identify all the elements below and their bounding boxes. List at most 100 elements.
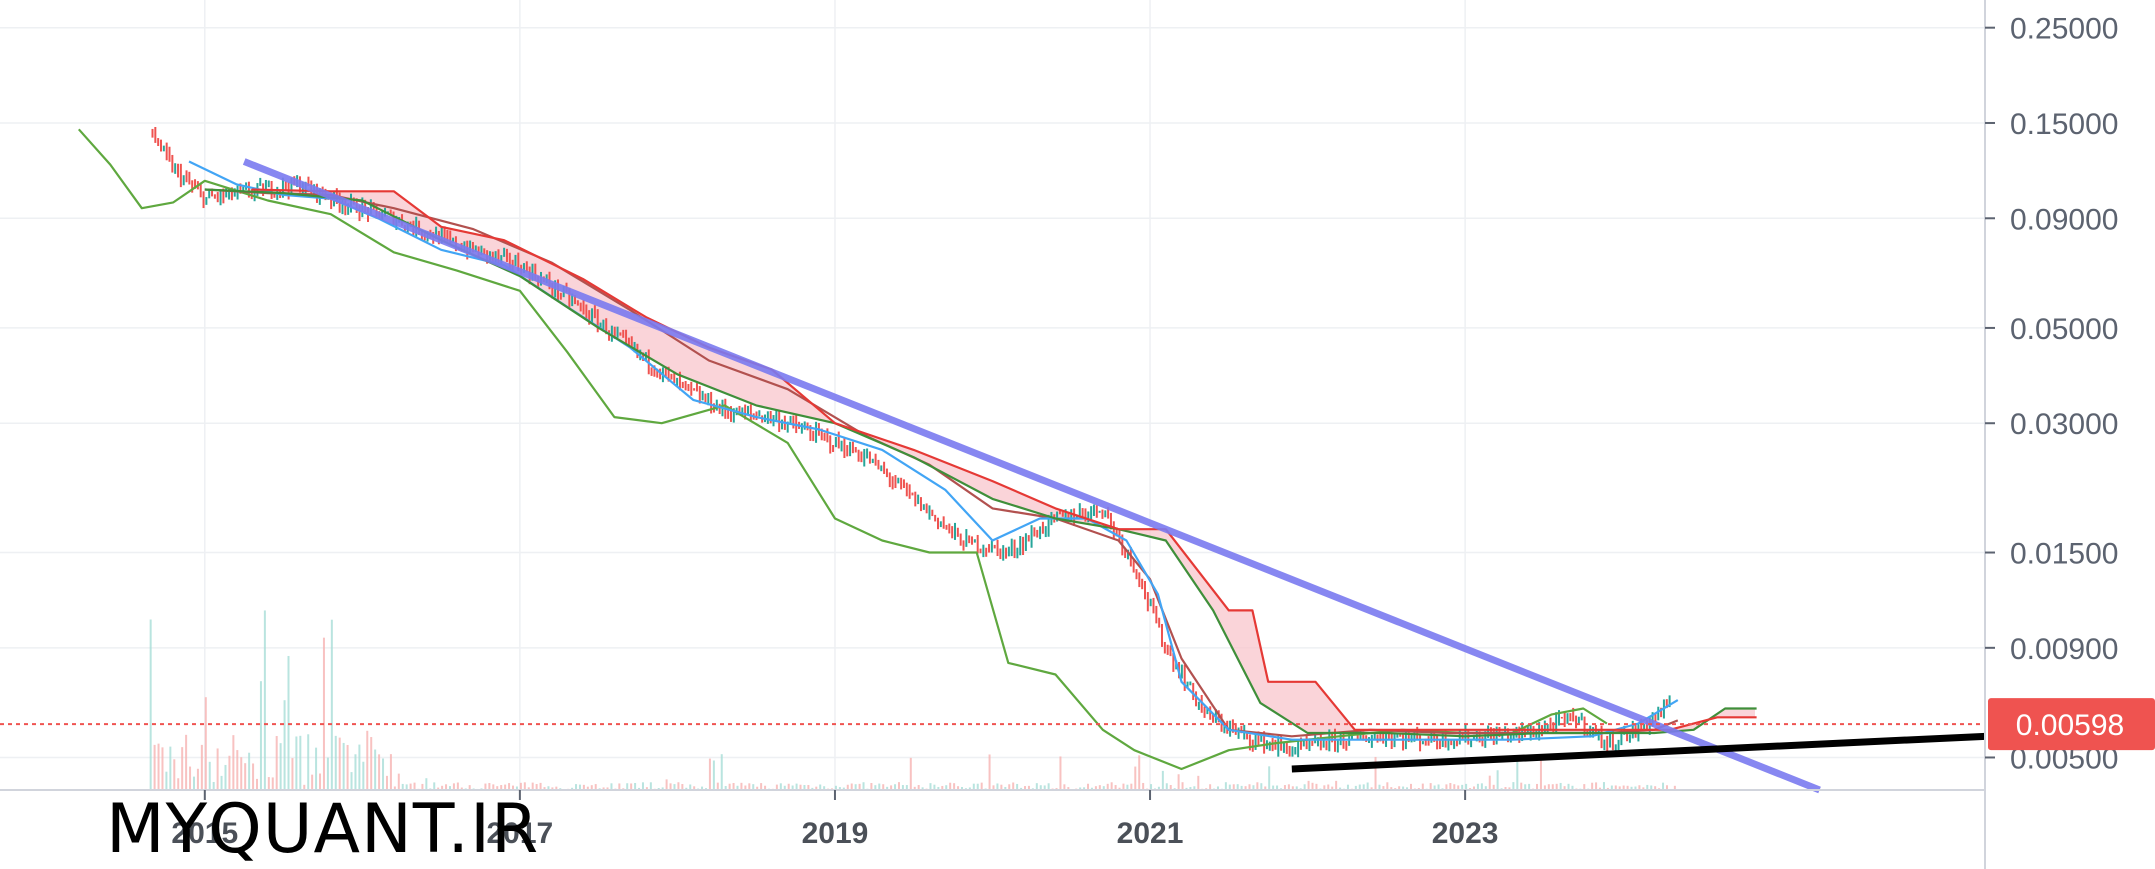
volume-bar <box>1098 785 1101 790</box>
volume-bar <box>681 784 684 790</box>
volume-bar <box>1268 766 1271 790</box>
volume-bar <box>626 783 629 790</box>
volume-bar <box>1370 787 1373 790</box>
volume-bar <box>173 759 176 790</box>
volume-bar <box>515 786 518 790</box>
volume-bar <box>803 785 806 790</box>
volume-bar <box>196 768 199 790</box>
volume-bar <box>1539 755 1542 790</box>
volume-bar <box>1248 784 1251 790</box>
volume-bar <box>1264 786 1267 790</box>
volume-bar <box>362 761 365 790</box>
volume-bar <box>1181 782 1184 790</box>
volume-bar <box>1614 785 1617 790</box>
volume-bar <box>1020 787 1023 790</box>
volume-bar <box>315 747 318 790</box>
volume-bar <box>236 750 239 790</box>
volume-bar <box>393 786 396 790</box>
volume-bar <box>1618 786 1621 790</box>
volume-histogram <box>149 610 1676 790</box>
volume-bar <box>405 784 408 790</box>
tenkan-line <box>188 160 1679 741</box>
y-tick-label: 0.15000 <box>2010 108 2118 141</box>
volume-bar <box>1480 783 1483 790</box>
volume-bar <box>740 782 743 790</box>
volume-bar <box>894 784 897 790</box>
volume-bar <box>244 763 247 790</box>
volume-bar <box>1362 784 1365 790</box>
volume-bar <box>153 744 156 790</box>
volume-bar <box>1335 780 1338 790</box>
volume-bar <box>1157 786 1160 790</box>
volume-bar <box>531 782 534 790</box>
volume-bar <box>846 784 849 790</box>
volume-bar <box>1323 785 1326 790</box>
volume-bar <box>606 787 609 790</box>
volume-bar <box>547 786 550 790</box>
volume-bar <box>1465 783 1468 790</box>
volume-bar <box>1256 782 1259 790</box>
volume-bar <box>634 782 637 790</box>
volume-bar <box>1110 782 1113 790</box>
volume-bar <box>401 783 404 790</box>
volume-bar <box>1504 787 1507 790</box>
volume-bar <box>996 783 999 790</box>
volume-bar <box>1047 783 1050 790</box>
volume-bar <box>448 786 451 790</box>
volume-bar <box>1079 787 1082 790</box>
volume-bar <box>1390 787 1393 790</box>
y-tick-label: 0.00900 <box>2010 633 2118 666</box>
volume-bar <box>807 784 810 790</box>
volume-bar <box>256 778 259 790</box>
volume-bar <box>1189 787 1192 790</box>
volume-bar <box>1536 783 1539 790</box>
volume-bar <box>1287 784 1290 790</box>
volume-bar <box>1673 785 1676 790</box>
volume-bar <box>204 697 207 790</box>
volume-bar <box>1236 784 1239 790</box>
y-tick-label: 0.05000 <box>2010 313 2118 346</box>
price-axis[interactable]: 0.25000 0.15000 0.09000 0.05000 0.03000 0.015… <box>1985 13 2118 776</box>
volume-bar <box>149 619 152 790</box>
volume-bar <box>1122 783 1125 790</box>
time-axis[interactable]: 2015 2017 2019 2021 2023 <box>171 790 1498 850</box>
volume-bar <box>1665 785 1668 790</box>
trendlines <box>242 158 1986 794</box>
volume-bar <box>842 787 845 790</box>
volume-bar <box>1382 786 1385 790</box>
volume-bar <box>953 783 956 790</box>
volume-bar <box>177 778 180 790</box>
volume-bar <box>850 783 853 790</box>
volume-bar <box>1402 786 1405 790</box>
volume-bar <box>441 785 444 790</box>
volume-bar <box>350 772 353 790</box>
volume-bar <box>949 782 952 790</box>
volume-bar <box>1406 787 1409 790</box>
volume-bar <box>1090 787 1093 790</box>
volume-bar <box>689 784 692 790</box>
volume-bar <box>823 786 826 790</box>
volume-bar <box>701 786 704 790</box>
volume-bar <box>1567 783 1570 790</box>
volume-bar <box>897 782 900 790</box>
volume-bar <box>1472 786 1475 790</box>
y-tick-label: 0.01500 <box>2010 538 2118 571</box>
volume-bar <box>496 786 499 790</box>
volume-bar <box>1433 785 1436 790</box>
volume-bar <box>322 637 325 790</box>
volume-bar <box>1386 782 1389 790</box>
volume-bar <box>326 757 329 790</box>
span-a-line <box>204 188 1757 738</box>
volume-bar <box>716 782 719 790</box>
volume-bar <box>252 763 255 790</box>
volume-bar <box>685 787 688 790</box>
volume-bar <box>905 785 908 790</box>
volume-bar <box>1106 783 1109 790</box>
volume-bar <box>437 787 440 790</box>
volume-bar <box>1547 784 1550 790</box>
volume-bar <box>1366 782 1369 790</box>
volume-bar <box>1291 786 1294 790</box>
volume-bar <box>1528 783 1531 790</box>
volume-bar <box>909 757 912 790</box>
